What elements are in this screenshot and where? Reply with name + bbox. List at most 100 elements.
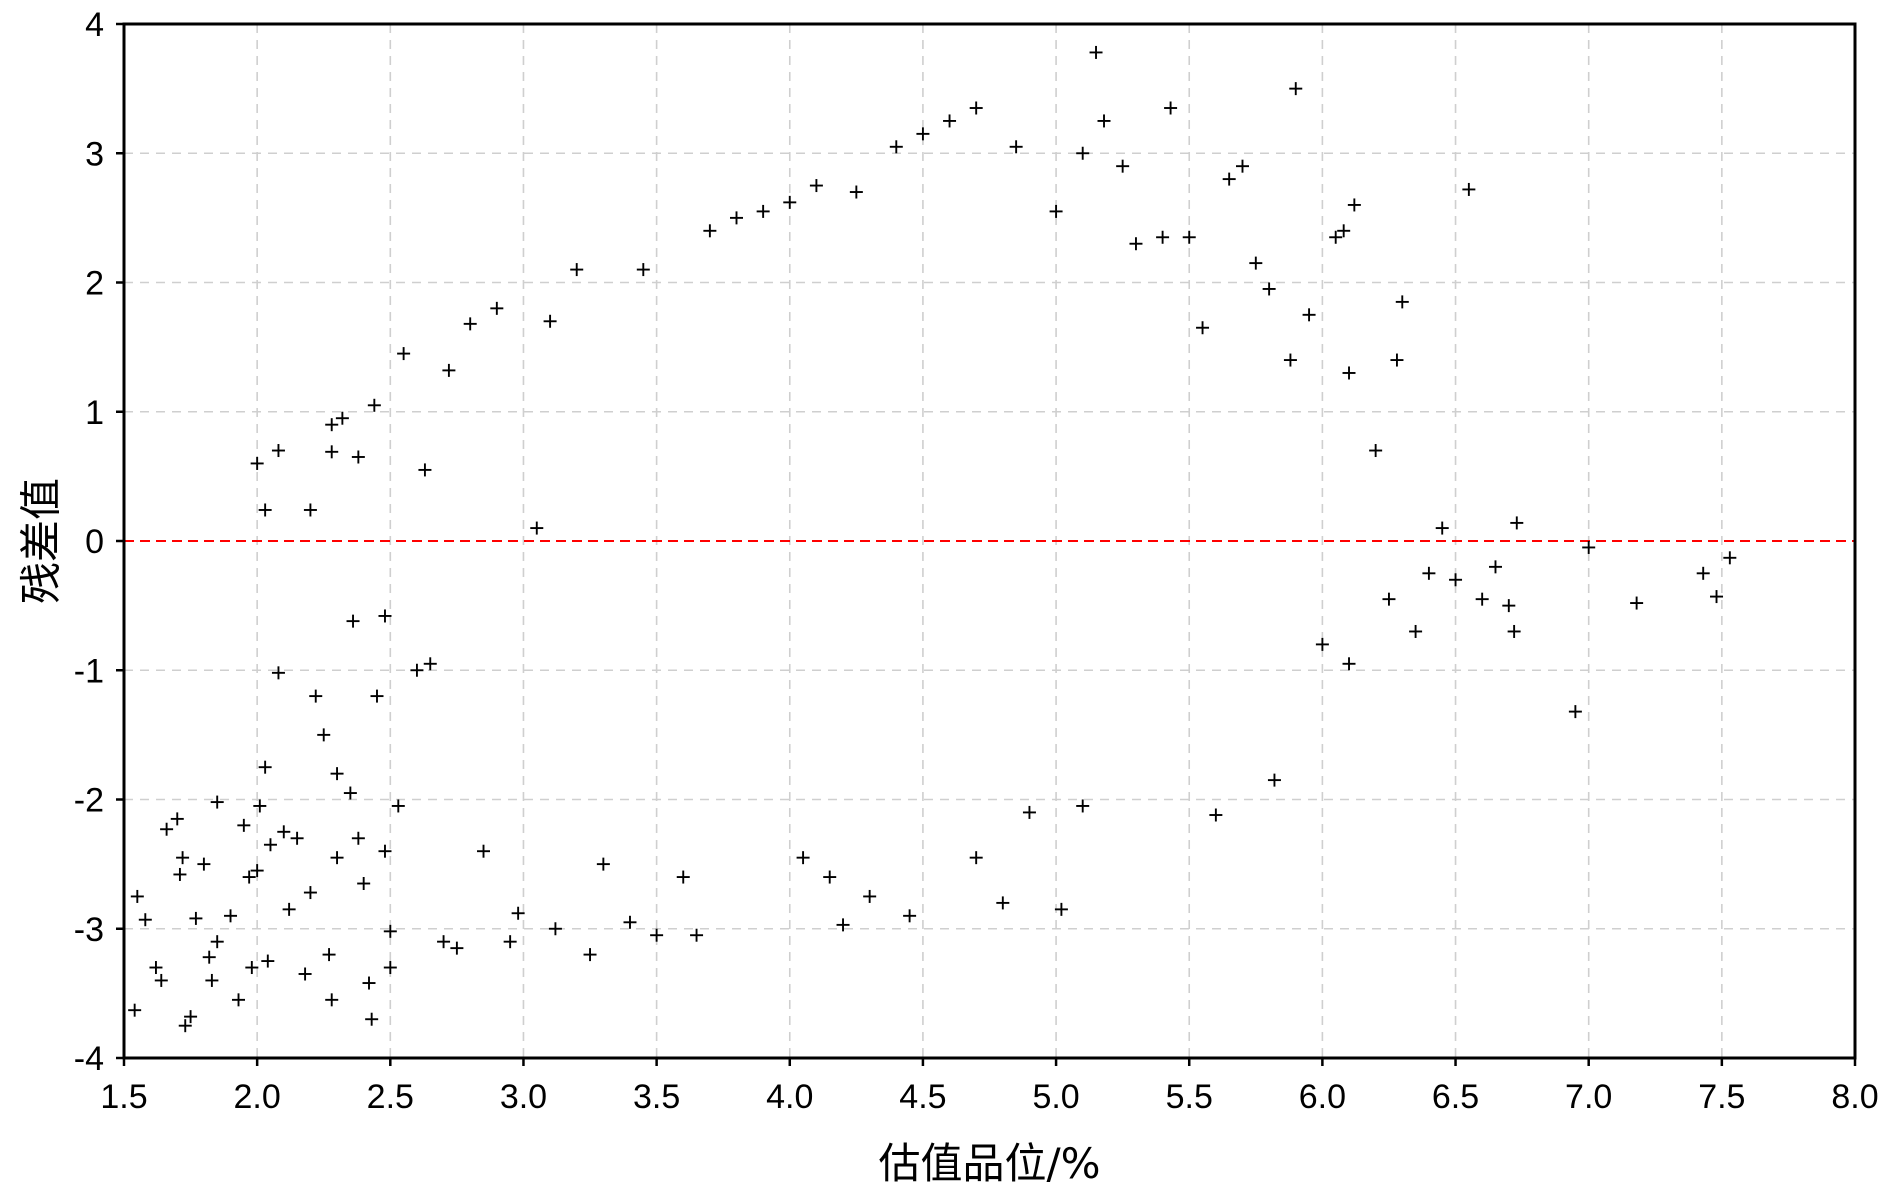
data-point: [903, 909, 917, 923]
data-point: [1710, 590, 1724, 604]
data-point: [1696, 566, 1710, 580]
data-point: [1510, 516, 1524, 530]
data-point: [160, 822, 174, 836]
data-point: [271, 666, 285, 680]
data-point: [1267, 773, 1281, 787]
data-point: [224, 909, 238, 923]
y-tick-label: 1: [85, 394, 104, 432]
data-point: [418, 463, 432, 477]
data-point: [1156, 230, 1170, 244]
data-point: [237, 818, 251, 832]
data-point: [176, 851, 190, 865]
data-point: [303, 503, 317, 517]
data-point: [583, 948, 597, 962]
data-point: [343, 786, 357, 800]
data-point: [1475, 592, 1489, 606]
data-point: [245, 961, 259, 975]
data-point: [1342, 657, 1356, 671]
data-point: [1076, 146, 1090, 160]
data-point: [303, 886, 317, 900]
y-axis-title: 残差值: [17, 478, 66, 604]
data-point: [1283, 353, 1297, 367]
data-point: [1262, 282, 1276, 296]
data-point: [1723, 551, 1737, 565]
y-tick-labels: 4 3 2 1 0 -1 -2 -3 -4: [74, 6, 104, 1078]
data-point: [1507, 624, 1521, 638]
data-point: [596, 857, 610, 871]
data-point: [1369, 444, 1383, 458]
data-point: [996, 896, 1010, 910]
data-point: [335, 411, 349, 425]
data-point: [210, 935, 224, 949]
data-point: [367, 398, 381, 412]
data-point: [383, 924, 397, 938]
data-point: [1342, 366, 1356, 380]
data-point: [1347, 198, 1361, 212]
data-point: [378, 844, 392, 858]
x-tick-label: 7.5: [1698, 1078, 1745, 1116]
data-point: [503, 935, 517, 949]
data-point: [943, 114, 957, 128]
data-point: [809, 179, 823, 193]
data-point: [1329, 230, 1343, 244]
data-point: [346, 614, 360, 628]
data-point: [1302, 308, 1316, 322]
data-point: [1022, 805, 1036, 819]
y-tick-label: 3: [85, 135, 104, 173]
data-point: [477, 844, 491, 858]
data-point: [330, 851, 344, 865]
data-point: [1337, 224, 1351, 238]
data-point: [1009, 140, 1023, 154]
x-tick-label: 2.0: [234, 1078, 281, 1116]
data-point: [298, 967, 312, 981]
data-point: [317, 728, 331, 742]
data-point: [397, 347, 411, 361]
x-tick-label: 6.5: [1432, 1078, 1479, 1116]
x-tick-label: 4.0: [766, 1078, 813, 1116]
data-point: [202, 950, 216, 964]
y-tick-label: 0: [85, 523, 104, 561]
data-point: [1235, 159, 1249, 173]
data-point: [258, 760, 272, 774]
x-tick-label: 3.5: [633, 1078, 680, 1116]
data-point: [1409, 624, 1423, 638]
data-point: [969, 851, 983, 865]
y-tick-label: 4: [85, 6, 104, 44]
data-point: [210, 795, 224, 809]
x-axis-title: 估值品位/%: [878, 1139, 1100, 1186]
data-point: [378, 609, 392, 623]
data-point: [205, 973, 219, 987]
x-tick-labels: 1.5 2.0 2.5 3.0 3.5 4.0 4.5 5.0 5.5 6.0 6.5 7.0 7.5 8…: [100, 1078, 1878, 1116]
data-point: [730, 211, 744, 225]
data-point: [1315, 637, 1329, 651]
data-point: [149, 961, 163, 975]
data-point: [184, 1010, 198, 1024]
data-point: [383, 961, 397, 975]
data-point: [1289, 82, 1303, 96]
data-points: [128, 45, 1737, 1033]
x-tick-label: 5.0: [1032, 1078, 1079, 1116]
data-point: [437, 935, 451, 949]
data-point: [1049, 204, 1063, 218]
x-tick-label: 4.5: [899, 1078, 946, 1116]
data-point: [676, 870, 690, 884]
data-point: [138, 913, 152, 927]
x-tick-label: 3.0: [500, 1078, 547, 1116]
data-point: [783, 195, 797, 209]
data-point: [1582, 540, 1596, 554]
data-point: [463, 317, 477, 331]
data-point: [863, 889, 877, 903]
data-point: [1182, 230, 1196, 244]
data-point: [130, 889, 144, 903]
data-point: [325, 418, 339, 432]
data-point: [391, 799, 405, 813]
data-point: [1054, 902, 1068, 916]
data-point: [277, 825, 291, 839]
data-point: [916, 127, 930, 141]
data-point: [1196, 321, 1210, 335]
y-tick-label: -4: [74, 1040, 104, 1078]
data-point: [232, 993, 246, 1007]
data-point: [1390, 353, 1404, 367]
x-tick-label: 7.0: [1565, 1078, 1612, 1116]
data-point: [1435, 521, 1449, 535]
